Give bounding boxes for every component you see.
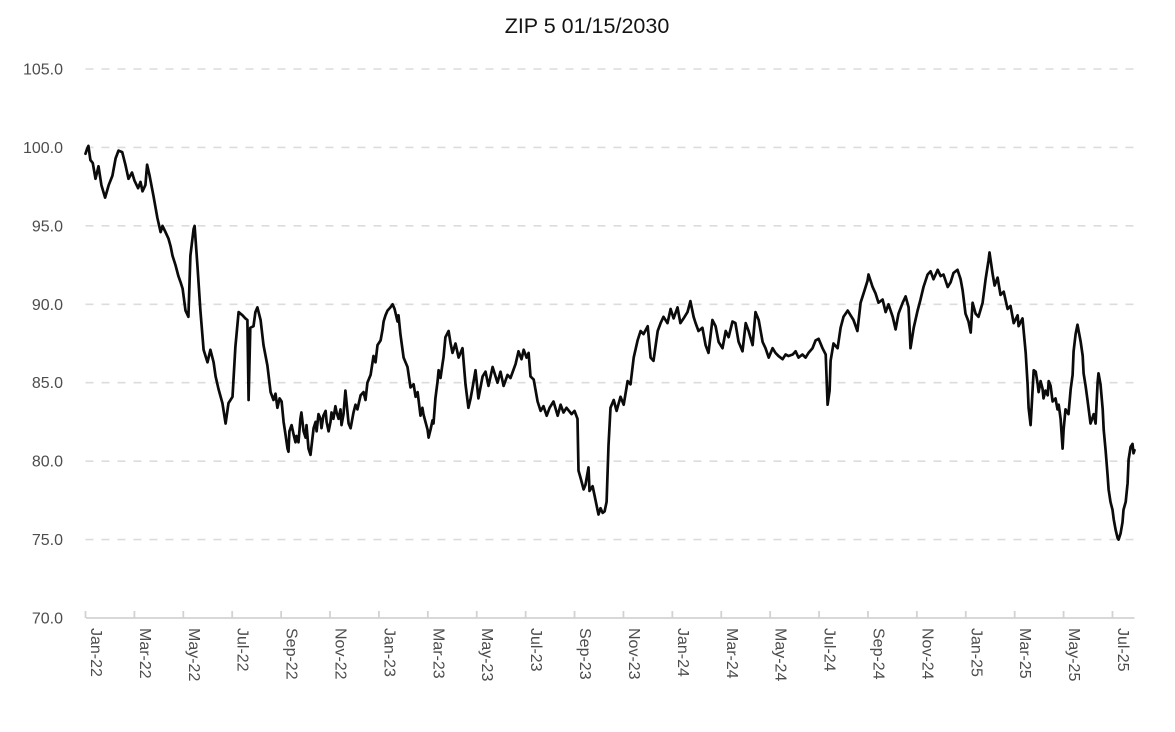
x-tick-label: May-23 bbox=[478, 628, 495, 681]
x-tick-label: Jan-25 bbox=[967, 628, 984, 677]
y-tick-label: 80.0 bbox=[32, 454, 63, 471]
y-tick-label: 85.0 bbox=[32, 375, 63, 392]
x-tick-label: Jan-23 bbox=[380, 628, 397, 677]
y-axis-labels-group: 105.0 100.0 95.0 90.0 85.0 80.0 75.0 70.0 bbox=[23, 62, 63, 628]
x-tick-label: Mar-24 bbox=[723, 628, 740, 679]
x-axis-group bbox=[84, 611, 1135, 619]
price-line-series bbox=[84, 144, 1136, 541]
x-tick-label: Jan-22 bbox=[87, 628, 104, 677]
y-tick-label: 100.0 bbox=[23, 140, 63, 157]
x-tick-label: Jul-24 bbox=[821, 628, 838, 672]
y-tick-label: 95.0 bbox=[32, 218, 63, 235]
x-tick-label: Mar-22 bbox=[136, 628, 153, 679]
chart-title: ZIP 5 01/15/2030 bbox=[505, 14, 670, 38]
y-tick-label: 75.0 bbox=[32, 532, 63, 549]
x-tick-label: Nov-24 bbox=[918, 628, 935, 680]
x-tick-label: Mar-23 bbox=[429, 628, 446, 679]
x-tick-label: May-22 bbox=[185, 628, 202, 681]
x-tick-label: Jan-24 bbox=[674, 628, 691, 677]
x-tick-label: Jul-23 bbox=[527, 628, 544, 672]
x-tick-label: Sep-23 bbox=[576, 628, 593, 680]
y-tick-label: 90.0 bbox=[32, 297, 63, 314]
x-tick-label: Sep-22 bbox=[283, 628, 300, 680]
x-tick-label: Nov-22 bbox=[332, 628, 349, 680]
y-tick-label: 70.0 bbox=[32, 611, 63, 628]
x-tick-label: Nov-23 bbox=[625, 628, 642, 680]
x-tick-label: May-24 bbox=[772, 628, 789, 681]
x-tick-label: Sep-24 bbox=[869, 628, 886, 680]
y-tick-label: 105.0 bbox=[23, 62, 63, 79]
x-axis-labels-group: Jan-22 Mar-22 May-22 Jul-22 Sep-22 Nov-22 Jan-… bbox=[87, 628, 1131, 681]
x-tick-label: Mar-25 bbox=[1016, 628, 1033, 679]
x-tick-label: May-25 bbox=[1065, 628, 1082, 681]
x-tick-label: Jul-22 bbox=[234, 628, 251, 672]
x-tick-label: Jul-25 bbox=[1114, 628, 1131, 672]
